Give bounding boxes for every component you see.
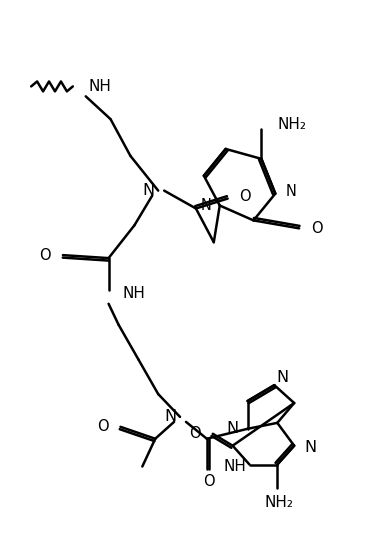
Text: O: O bbox=[203, 474, 215, 489]
Text: O: O bbox=[39, 247, 51, 263]
Text: NH: NH bbox=[122, 286, 145, 301]
Text: N: N bbox=[276, 370, 289, 385]
Text: N: N bbox=[285, 184, 296, 199]
Text: N: N bbox=[164, 409, 176, 425]
Text: O: O bbox=[189, 426, 201, 441]
Text: NH: NH bbox=[89, 79, 112, 94]
Text: NH₂: NH₂ bbox=[265, 495, 294, 510]
Text: NH: NH bbox=[223, 459, 246, 474]
Text: O: O bbox=[240, 189, 251, 204]
Text: N: N bbox=[142, 183, 154, 198]
Text: N: N bbox=[226, 421, 239, 437]
Text: O: O bbox=[97, 419, 108, 434]
Text: N: N bbox=[201, 198, 212, 213]
Text: O: O bbox=[311, 221, 323, 236]
Text: NH₂: NH₂ bbox=[277, 117, 306, 132]
Text: N: N bbox=[304, 440, 316, 455]
